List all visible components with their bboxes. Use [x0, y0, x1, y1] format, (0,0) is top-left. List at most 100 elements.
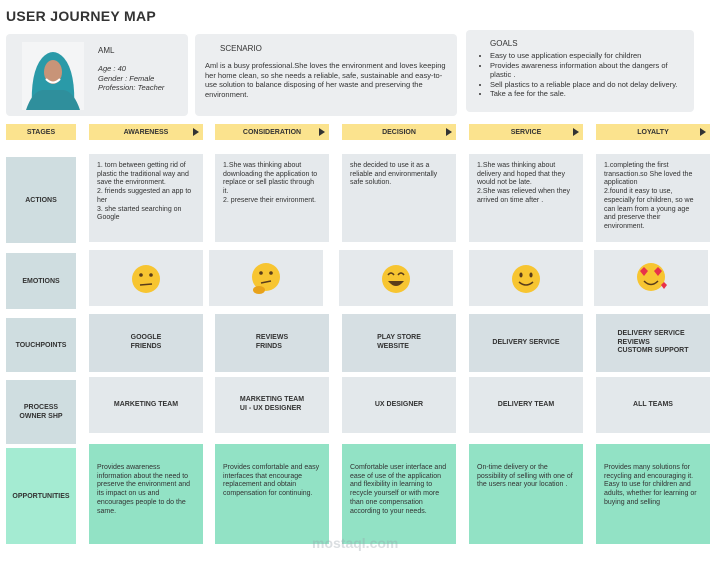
persona-name: AML [98, 46, 115, 55]
cell-line: Provides awareness information about the… [97, 464, 190, 515]
process_owner-cell: DELIVERY TEAM [469, 377, 583, 433]
goal-item: Provides awareness information about the… [490, 61, 688, 80]
stage-name: CONSIDERATION [242, 128, 302, 136]
opportunities-cell: Provides awareness information about the… [89, 444, 203, 544]
row-label-line: EMOTIONS [22, 277, 60, 285]
cell-line: 2. friends suggested an app to her [97, 188, 192, 204]
cell-line: Provides comfortable and easy interfaces… [223, 464, 320, 498]
stage-arrow [573, 128, 579, 136]
stage-arrow [446, 128, 452, 136]
cell-text: DELIVERY SERVICE REVIEWS CUSTOMR SUPPORT [617, 330, 688, 356]
opportunities-cell: Provides comfortable and easy interfaces… [215, 444, 329, 544]
row-label-line: ACTIONS [25, 196, 57, 204]
cell-line: ALL TEAMS [633, 400, 673, 408]
cell-line: GOOGLE [130, 334, 162, 342]
stage-name: DECISION [382, 128, 416, 136]
cell-line: she decided to use it as a reliable and … [350, 162, 438, 187]
touchpoints-cell: REVIEWS FRINDS [215, 314, 329, 372]
row-label-line: PROCESS [23, 404, 59, 411]
cell-text: ALL TEAMS [633, 401, 673, 410]
cell-line: 1.She was thinking about delivery and ho… [477, 162, 565, 187]
emotion-cell [89, 250, 203, 306]
stage-arrow [193, 128, 199, 136]
touchpoints-cell: GOOGLE FRIENDS [89, 314, 203, 372]
cell-line: On-time delivery or the possibility of s… [477, 464, 573, 489]
cell-line: FRINDS [255, 343, 282, 350]
stage-label: STAGES [6, 124, 76, 140]
persona-detail: Age : 40 [98, 64, 126, 73]
cell-line: DELIVERY SERVICE [617, 329, 685, 337]
cell-line: Comfortable user interface and ease of u… [350, 464, 447, 515]
actions-cell: 1.She was thinking about downloading the… [215, 154, 329, 242]
persona-detail: Profession: Teacher [98, 83, 165, 92]
emotion-cell [469, 250, 583, 306]
goals-title: GOALS [490, 39, 518, 48]
cell-text: REVIEWS FRINDS [256, 334, 288, 351]
cell-line: REVIEWS [255, 334, 289, 342]
goal-item: Take a fee for the sale. [490, 89, 688, 99]
cell-line: CUSTOMR SUPPORT [617, 347, 689, 355]
actions-cell: 1. torn between getting rid of plastic t… [89, 154, 203, 242]
scenario-title: SCENARIO [220, 44, 262, 53]
persona-detail: Gender : Female [98, 73, 155, 83]
row-label-line: OWNER SHP [19, 413, 63, 420]
cell-line: WEBSITE [377, 343, 409, 350]
actions-cell: she decided to use it as a reliable and … [342, 154, 456, 242]
cell-line: FRIENDS [130, 343, 162, 350]
row-label-line: TOUCHPOINTS [15, 341, 67, 349]
cell-line: Provides many solutions for recycling an… [604, 464, 697, 506]
cell-line: DELIVERY TEAM [497, 400, 555, 408]
row-label-line: OPPORTUNITIES [12, 492, 70, 500]
persona-card: AML Age : 40 Gender : Female Profession: T… [6, 34, 188, 116]
emotion-cell [209, 250, 323, 306]
stage: LOYALTY [596, 124, 710, 140]
cell-line: 2.She was relieved when they arrived on … [477, 188, 570, 204]
cell-text: DELIVERY SERVICE [492, 339, 559, 348]
process_owner-cell: MARKETING TEAM [89, 377, 203, 433]
persona-details: Age : 40 Gender : Female Profession: Teach… [98, 64, 164, 93]
cell-text: GOOGLE FRIENDS [131, 334, 162, 351]
cell-text: MARKETING TEAM [114, 401, 178, 410]
process_owner-cell: ALL TEAMS [596, 377, 710, 433]
row-label: OPPORTUNITIES [6, 448, 76, 544]
stage: CONSIDERATION [215, 124, 329, 140]
row-label: EMOTIONS [6, 253, 76, 309]
cell-line: MARKETING TEAM [239, 396, 305, 404]
watermark: mostaql.com [312, 535, 399, 551]
process_owner-cell: UX DESIGNER [342, 377, 456, 433]
actions-cell: 1.She was thinking about delivery and ho… [469, 154, 583, 242]
touchpoints-cell: DELIVERY SERVICE [469, 314, 583, 372]
cell-line: 2. preserve their environment. [223, 196, 316, 204]
emotion-cell [339, 250, 453, 306]
goal-item: Easy to use application especially for c… [490, 51, 688, 61]
scenario-text: Aml is a busy professional.She loves the… [205, 61, 446, 99]
row-label: ACTIONS [6, 157, 76, 243]
goals-list: Easy to use application especially for c… [466, 51, 688, 99]
stage-name: AWARENESS [123, 128, 169, 136]
emotion-cell [594, 250, 708, 306]
stage-name: SERVICE [510, 128, 542, 136]
stage: DECISION [342, 124, 456, 140]
goals-card: GOALS Easy to use application especially… [466, 30, 694, 112]
opportunities-cell: Provides many solutions for recycling an… [596, 444, 710, 544]
cell-line: 1. torn between getting rid of plastic t… [97, 162, 189, 187]
cell-line: 1.completing the first transaction.so Sh… [604, 162, 693, 187]
touchpoints-cell: PLAY STORE WEBSITE [342, 314, 456, 372]
cell-text: DELIVERY TEAM [498, 401, 554, 410]
scenario-card: SCENARIO Aml is a busy professional.She … [195, 34, 457, 116]
cell-line: 1.She was thinking about downloading the… [223, 162, 318, 196]
process_owner-cell: MARKETING TEAM UI - UX DESIGNER [215, 377, 329, 433]
stage: SERVICE [469, 124, 583, 140]
cell-line: 3. she started searching on Google [97, 205, 182, 222]
stage: AWARENESS [89, 124, 203, 140]
cell-line: REVIEWS [617, 338, 650, 346]
cell-text: PLAY STORE WEBSITE [377, 334, 421, 351]
opportunities-cell: Comfortable user interface and ease of u… [342, 444, 456, 544]
cell-line: UI - UX DESIGNER [239, 405, 302, 412]
goal-item: Sell plastics to a reliable place and do… [490, 80, 688, 90]
cell-line: 2.found it easy to use, especially for c… [604, 188, 694, 230]
cell-text: MARKETING TEAM UI - UX DESIGNER [240, 396, 304, 413]
cell-line: MARKETING TEAM [113, 400, 179, 408]
cell-text: UX DESIGNER [375, 401, 423, 410]
